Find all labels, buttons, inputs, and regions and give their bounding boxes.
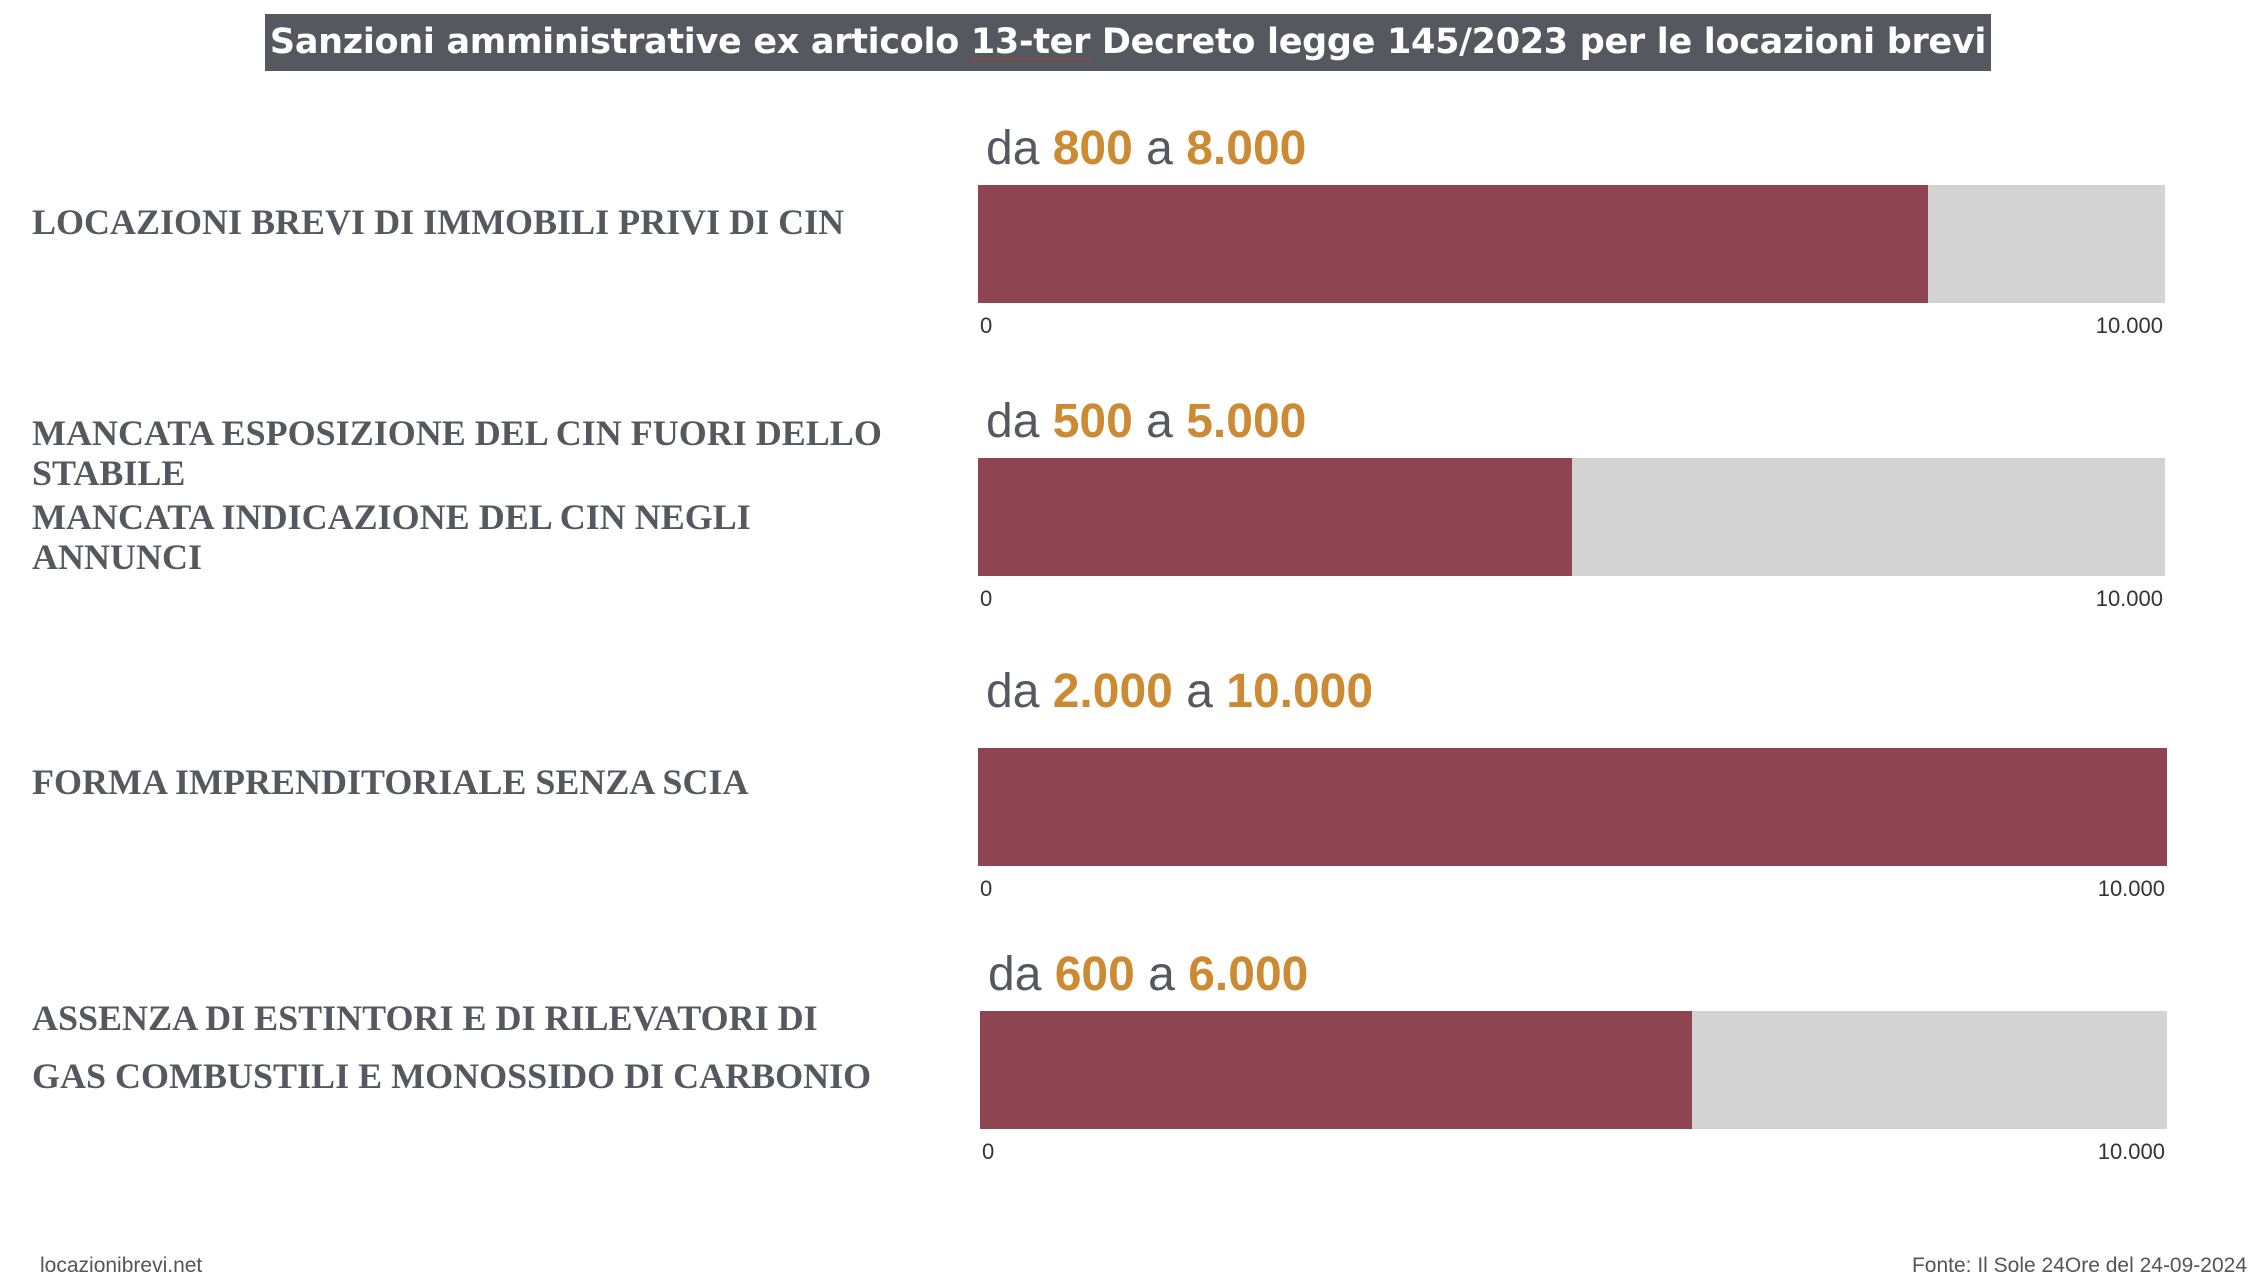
tick-max-2: 10.000 xyxy=(2095,586,2163,611)
tick-min-2: 0 xyxy=(980,586,993,611)
tick-max-4: 10.000 xyxy=(2097,1139,2165,1164)
range-joiner: a xyxy=(1146,395,1173,448)
bar-track-2 xyxy=(978,458,2165,576)
title-part-1: Sanzioni amministrative ex articolo xyxy=(269,22,971,62)
row-label-2-line-4: ANNUNCI xyxy=(32,537,202,577)
title-part-2: Decreto legge 145/2023 per le locazioni … xyxy=(1090,22,1987,62)
row-label-3-line-1: FORMA IMPRENDITORIALE SENZA SCIA xyxy=(32,762,749,802)
tick-min-3: 0 xyxy=(980,876,993,901)
range-prefix: da xyxy=(986,122,1040,175)
tick-max-3: 10.000 xyxy=(2097,876,2165,901)
range-min: 500 xyxy=(1052,395,1133,448)
range-min: 800 xyxy=(1052,122,1133,175)
range-joiner: a xyxy=(1186,665,1213,718)
row-label-4-line-1: ASSENZA DI ESTINTORI E DI RILEVATORI DI xyxy=(32,998,818,1038)
bar-track-3 xyxy=(978,748,2167,866)
bar-fill-3 xyxy=(978,748,2167,866)
title-wrapper: Sanzioni amministrative ex articolo 13-t… xyxy=(0,14,2256,71)
range-label-4: da 600 a 6.000 xyxy=(988,946,1308,1004)
row-label-4-line-2: GAS COMBUSTILI E MONOSSIDO DI CARBONIO xyxy=(32,1056,872,1096)
row-label-2-line-3: MANCATA INDICAZIONE DEL CIN NEGLI xyxy=(32,497,751,537)
range-max: 8.000 xyxy=(1186,122,1307,175)
range-prefix: da xyxy=(988,948,1042,1001)
bar-track-1 xyxy=(978,185,2165,303)
bar-fill-1 xyxy=(978,185,1928,303)
range-prefix: da xyxy=(986,395,1040,448)
range-min: 600 xyxy=(1054,948,1135,1001)
range-max: 10.000 xyxy=(1226,665,1374,718)
range-min: 2.000 xyxy=(1052,665,1173,718)
tick-min-1: 0 xyxy=(980,313,993,338)
bar-fill-2 xyxy=(978,458,1572,576)
tick-max-1: 10.000 xyxy=(2095,313,2163,338)
range-label-3: da 2.000 a 10.000 xyxy=(986,663,1373,721)
range-max: 6.000 xyxy=(1188,948,1309,1001)
range-label-1: da 800 a 8.000 xyxy=(986,120,1306,178)
range-label-2: da 500 a 5.000 xyxy=(986,393,1306,451)
range-joiner: a xyxy=(1148,948,1175,1001)
range-max: 5.000 xyxy=(1186,395,1307,448)
row-label-1-line-1: LOCAZIONI BREVI DI IMMOBILI PRIVI DI CIN xyxy=(32,202,845,242)
range-prefix: da xyxy=(986,665,1040,718)
title-article-ref: 13-ter xyxy=(970,22,1091,62)
row-label-2-line-2: STABILE xyxy=(32,453,186,493)
bar-track-4 xyxy=(980,1011,2167,1129)
chart-title: Sanzioni amministrative ex articolo 13-t… xyxy=(264,14,1992,71)
range-joiner: a xyxy=(1146,122,1173,175)
footer-site: locazionibrevi.net xyxy=(40,1254,203,1277)
row-label-2-line-1: MANCATA ESPOSIZIONE DEL CIN FUORI DELLO xyxy=(32,413,882,453)
tick-min-4: 0 xyxy=(982,1139,995,1164)
footer-source: Fonte: Il Sole 24Ore del 24-09-2024 xyxy=(1911,1254,2247,1277)
bar-fill-4 xyxy=(980,1011,1693,1129)
